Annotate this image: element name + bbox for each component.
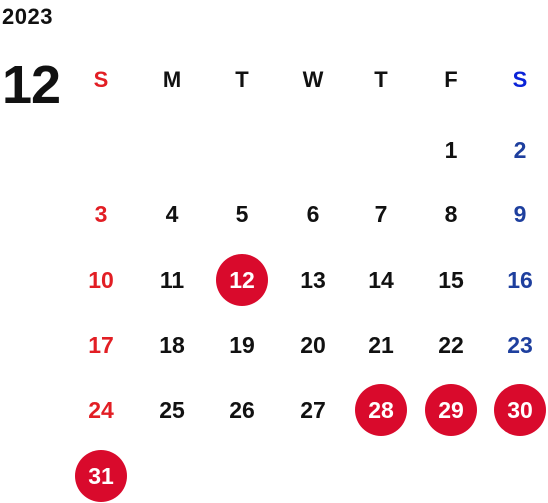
calendar-day-11[interactable]: 11 [159,266,185,293]
calendar-day-22[interactable]: 22 [438,331,464,358]
highlighted-day-29[interactable]: 29 [425,384,477,436]
calendar-day-25[interactable]: 25 [159,396,185,423]
calendar-day-19[interactable]: 19 [229,331,255,358]
calendar-day-26[interactable]: 26 [229,396,255,423]
calendar-day-18[interactable]: 18 [159,331,185,358]
calendar-day-8[interactable]: 8 [444,200,458,227]
calendar-day-5[interactable]: 5 [235,200,249,227]
calendar-day-9[interactable]: 9 [513,200,527,227]
calendar-day-4[interactable]: 4 [165,200,179,227]
calendar-day-21[interactable]: 21 [368,331,394,358]
calendar-day-10[interactable]: 10 [88,266,114,293]
weekday-header-fri: F [444,67,458,92]
calendar-day-27[interactable]: 27 [300,396,326,423]
calendar-day-2[interactable]: 2 [513,136,527,163]
calendar-day-17[interactable]: 17 [88,331,114,358]
calendar-day-16[interactable]: 16 [507,266,533,293]
calendar-year: 2023 [2,4,53,29]
weekday-header-wed: W [302,67,324,92]
weekday-header-mon: M [162,67,182,92]
highlighted-day-30[interactable]: 30 [494,384,546,436]
weekday-header-sat: S [512,67,528,92]
calendar-day-7[interactable]: 7 [374,200,388,227]
highlighted-day-31[interactable]: 31 [75,450,127,502]
highlighted-day-12[interactable]: 12 [216,254,268,306]
weekday-header-sun: S [93,67,109,92]
calendar-day-1[interactable]: 1 [444,136,458,163]
weekday-header-tue: T [235,67,249,92]
calendar-day-15[interactable]: 15 [438,266,464,293]
calendar-day-6[interactable]: 6 [306,200,320,227]
highlighted-day-28[interactable]: 28 [355,384,407,436]
calendar-day-14[interactable]: 14 [368,266,394,293]
calendar-day-13[interactable]: 13 [300,266,326,293]
calendar-month: 12 [2,55,61,115]
calendar-day-23[interactable]: 23 [507,331,533,358]
calendar-day-20[interactable]: 20 [300,331,326,358]
calendar-day-3[interactable]: 3 [94,200,108,227]
weekday-header-thu: T [374,67,388,92]
calendar-day-24[interactable]: 24 [88,396,114,423]
